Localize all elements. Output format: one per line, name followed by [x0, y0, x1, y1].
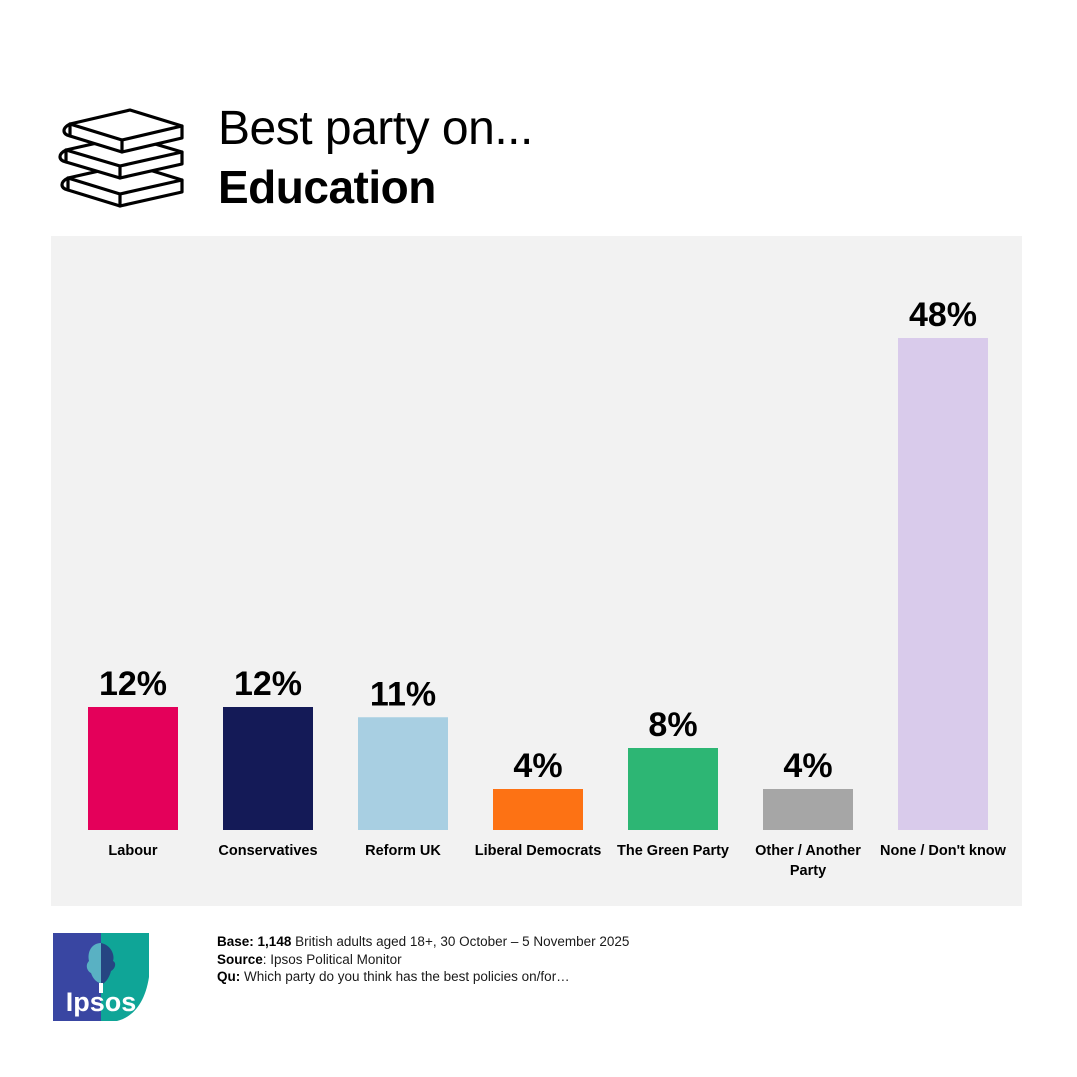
bar-3	[493, 789, 583, 830]
value-label-4: 8%	[648, 706, 697, 744]
value-label-1: 12%	[234, 665, 302, 703]
title-block: Best party on... Education	[218, 100, 533, 216]
logo-text: Ipsos	[66, 987, 137, 1017]
question-note: Qu: Which party do you think has the bes…	[217, 968, 629, 986]
value-label-2: 11%	[370, 675, 436, 713]
books-icon	[58, 108, 184, 208]
base-note: Base: 1,148 British adults aged 18+, 30 …	[217, 933, 629, 951]
question-label: Qu:	[217, 969, 241, 984]
category-label-0: Labour	[108, 843, 157, 859]
bar-4	[628, 748, 718, 830]
ipsos-logo: Ipsos	[53, 933, 149, 1021]
category-label-1: Conservatives	[218, 843, 317, 859]
value-label-5: 4%	[783, 747, 832, 785]
footnotes: Base: 1,148 British adults aged 18+, 30 …	[217, 933, 629, 986]
category-label-5-line-0: Other / Another	[755, 843, 861, 859]
source-label: Source	[217, 951, 263, 967]
category-label-3: Liberal Democrats	[475, 843, 602, 859]
bar-6	[898, 338, 988, 830]
title-topic: Education	[218, 161, 436, 213]
source-note: Source: Ipsos Political Monitor	[217, 951, 629, 969]
category-label-5-line-1: Party	[790, 863, 826, 879]
value-label-6: 48%	[909, 296, 977, 334]
base-value: 1,148	[257, 934, 292, 949]
base-label: Base:	[217, 934, 254, 949]
bar-5	[763, 789, 853, 830]
value-label-3: 4%	[513, 747, 562, 785]
value-label-0: 12%	[99, 665, 167, 703]
bar-chart: 12% Labour 12% Conservatives 11% Reform UK 4% L…	[88, 296, 1007, 879]
source-text: : Ipsos Political Monitor	[262, 951, 402, 967]
bar-2	[358, 717, 448, 830]
bar-0	[88, 707, 178, 830]
question-text: Which party do you think has the best po…	[244, 969, 570, 984]
chart-panel: 12% Labour 12% Conservatives 11% Reform UK 4% L…	[51, 236, 1022, 906]
bar-1	[223, 707, 313, 830]
category-label-4: The Green Party	[617, 843, 729, 859]
category-label-6: None / Don't know	[880, 843, 1007, 859]
title-prefix: Best party on...	[218, 102, 533, 155]
base-text: British adults aged 18+, 30 October – 5 …	[295, 934, 630, 949]
category-label-2: Reform UK	[365, 843, 441, 859]
